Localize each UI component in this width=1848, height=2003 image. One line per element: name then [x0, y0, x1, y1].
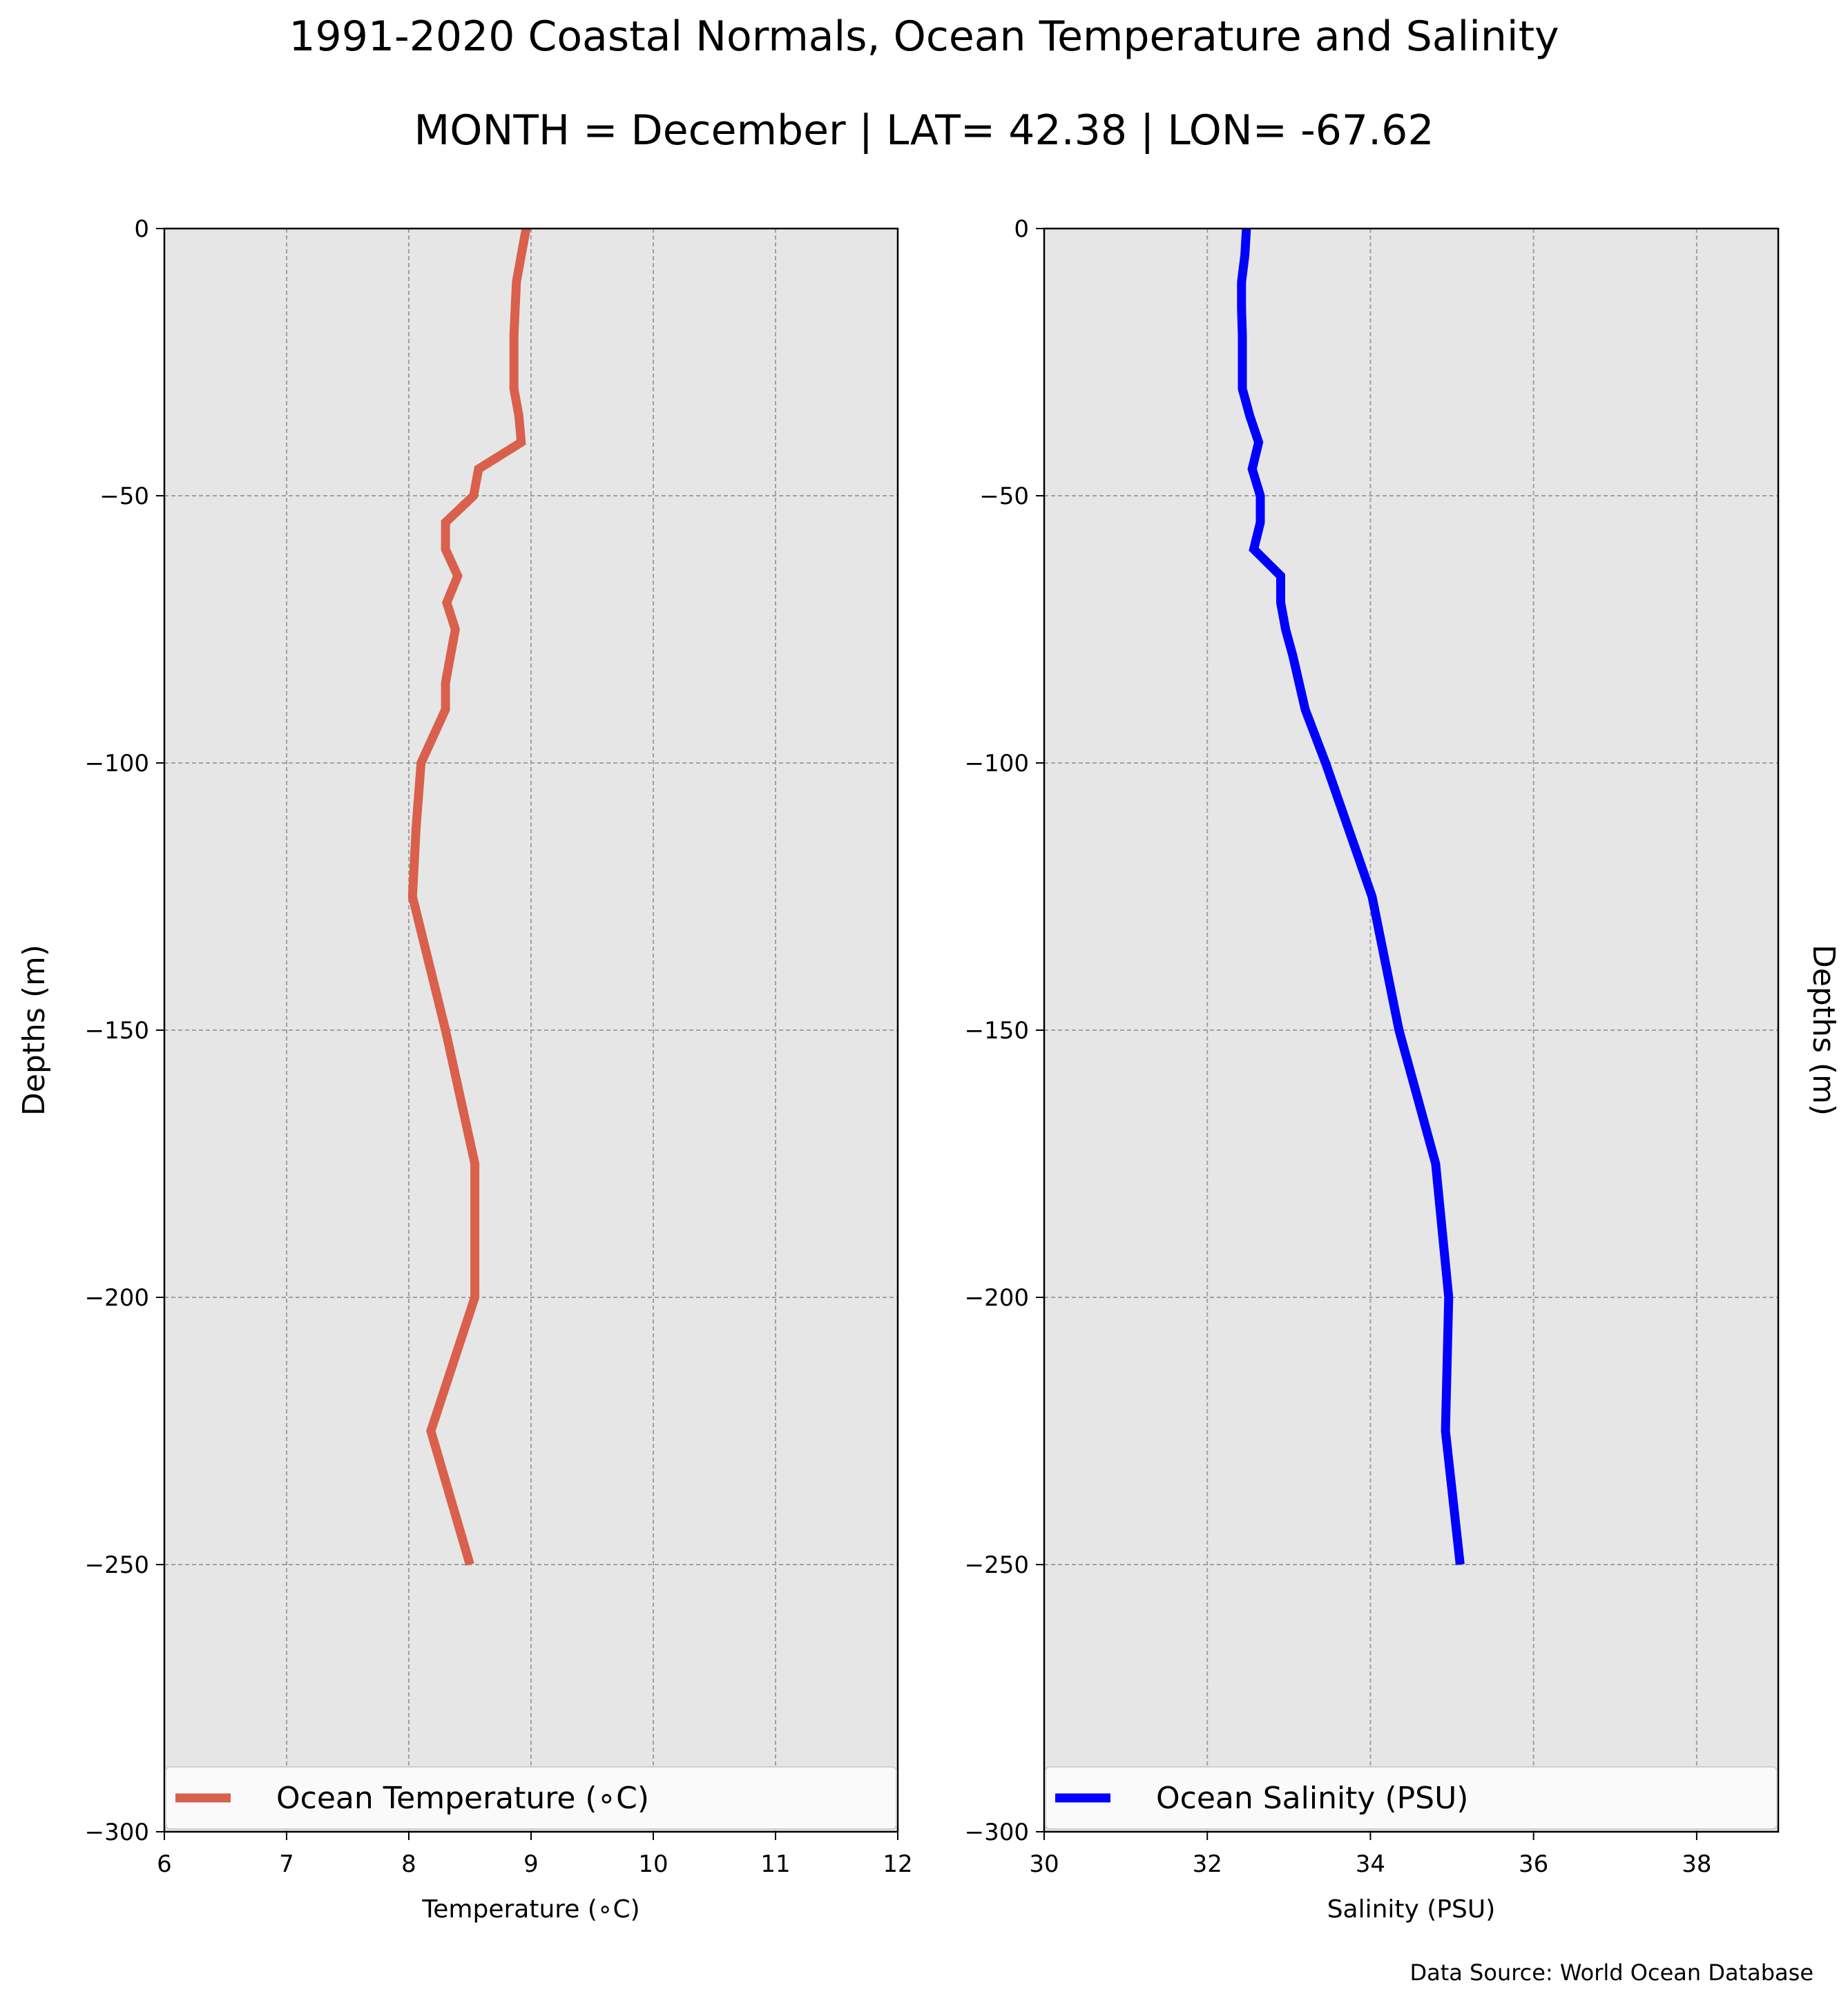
- x-tick-label: 34: [1356, 1850, 1385, 1878]
- figure-title: 1991-2020 Coastal Normals, Ocean Tempera…: [289, 12, 1559, 61]
- legend: Ocean Temperature (∘C): [165, 1766, 897, 1830]
- x-tick-label: 6: [157, 1850, 172, 1878]
- x-tick-label: 38: [1682, 1850, 1711, 1878]
- axes-frame: [163, 227, 899, 1833]
- x-tick-label: 9: [523, 1850, 539, 1878]
- y-tick-label: −250: [85, 1551, 149, 1579]
- legend: Ocean Salinity (PSU): [1045, 1766, 1778, 1830]
- y-tick-label: 0: [134, 215, 149, 243]
- y-tick-label: −100: [965, 750, 1029, 777]
- y-tick-label: −300: [85, 1819, 149, 1846]
- x-axis-label: Temperature (∘C): [421, 1895, 639, 1924]
- legend-label: Ocean Salinity (PSU): [1156, 1781, 1468, 1816]
- y-tick-label: −150: [85, 1017, 149, 1045]
- y-tick-label: −300: [965, 1819, 1029, 1846]
- data-source-note: Data Source: World Ocean Database: [1409, 1960, 1813, 1986]
- y-axis-label: Depths (m): [17, 945, 52, 1116]
- y-tick-label: −200: [85, 1284, 149, 1312]
- axes-frame: [1043, 227, 1780, 1833]
- x-tick-label: 30: [1029, 1850, 1059, 1878]
- series-line: [1237, 228, 1465, 1565]
- y-tick-label: −250: [965, 1551, 1029, 1579]
- y-axis-label: Depths (m): [1806, 945, 1841, 1116]
- x-tick-label: 12: [883, 1850, 912, 1878]
- x-tick-label: 32: [1193, 1850, 1222, 1878]
- legend-label: Ocean Temperature (∘C): [276, 1781, 649, 1816]
- legend-box: [165, 1766, 897, 1830]
- y-tick-label: −50: [979, 483, 1029, 510]
- y-tick-label: 0: [1014, 215, 1029, 243]
- x-axis-label: Salinity (PSU): [1327, 1895, 1496, 1924]
- figure-subtitle: MONTH = December | LAT= 42.38 | LON= -67…: [414, 106, 1434, 155]
- series-line: [407, 227, 531, 1566]
- x-tick-label: 11: [760, 1850, 790, 1878]
- temperature-panel: 6 7 8 9 10 11 12 0 −50 −100 −150 −200 −250 −300 Ocean …: [17, 215, 913, 1924]
- y-tick-label: −200: [965, 1284, 1029, 1312]
- legend-box: [1045, 1766, 1778, 1830]
- x-tick-label: 8: [401, 1850, 416, 1878]
- y-tick-label: −50: [99, 483, 149, 510]
- y-tick-label: −100: [85, 750, 149, 777]
- y-tick-label: −150: [965, 1017, 1029, 1045]
- x-tick-label: 10: [638, 1850, 668, 1878]
- x-tick-label: 36: [1519, 1850, 1548, 1878]
- salinity-panel: 30 32 34 36 38 0 −50 −100 −150 −200 −250 −300 Ocean …: [965, 215, 1841, 1924]
- x-tick-label: 7: [279, 1850, 294, 1878]
